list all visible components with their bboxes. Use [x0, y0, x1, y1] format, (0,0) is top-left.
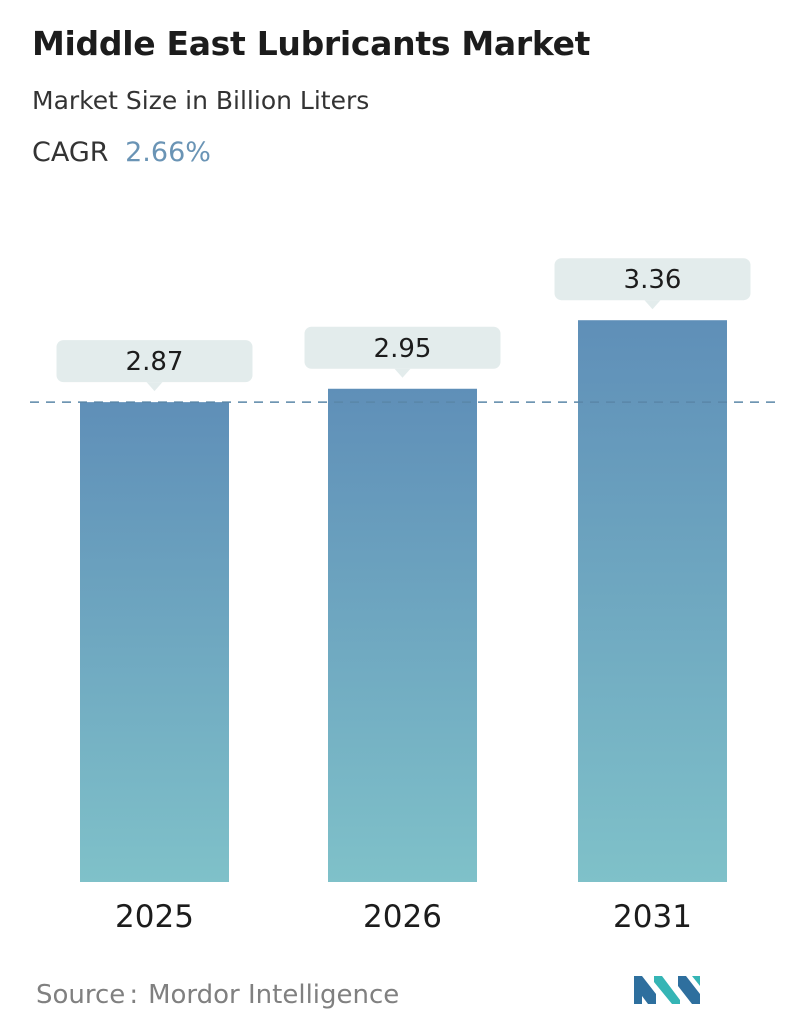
data-label-2026: 2.95 [304, 326, 501, 378]
x-tick-label: 2026 [363, 899, 442, 935]
mordor-intelligence-logo-icon [634, 976, 700, 1004]
data-label-pointer [394, 368, 411, 378]
source-label: Source [36, 980, 126, 1010]
data-label-box [56, 340, 253, 383]
data-label-2025: 2.87 [56, 340, 253, 392]
chart-subtitle: Market Size in Billion Liters [32, 86, 370, 115]
bar-chart: 2.87 2025 2.95 2026 3.36 2031 [30, 258, 782, 935]
bar-2031 [578, 320, 727, 882]
bar-2026 [328, 388, 477, 882]
x-tick-label: 2031 [613, 899, 692, 935]
source-credit: Source: Mordor Intelligence [36, 980, 399, 1010]
data-label-pointer [644, 300, 661, 310]
x-tick-label: 2025 [115, 899, 194, 935]
data-label-text: 2.95 [374, 334, 432, 364]
cagr-label: CAGR [32, 137, 109, 168]
data-label-pointer [146, 382, 163, 392]
source-separator: : [129, 980, 139, 1010]
cagr-line: CAGR 2.66% [32, 137, 211, 168]
data-label-text: 3.36 [624, 265, 682, 295]
data-label-box [554, 258, 751, 301]
source-name: Mordor Intelligence [148, 980, 400, 1010]
data-label-box [304, 326, 501, 369]
data-label-text: 2.87 [126, 347, 184, 377]
chart-title: Middle East Lubricants Market [32, 24, 591, 63]
cagr-value: 2.66% [125, 137, 211, 168]
data-label-2031: 3.36 [554, 258, 751, 310]
bar-2025 [80, 402, 229, 882]
